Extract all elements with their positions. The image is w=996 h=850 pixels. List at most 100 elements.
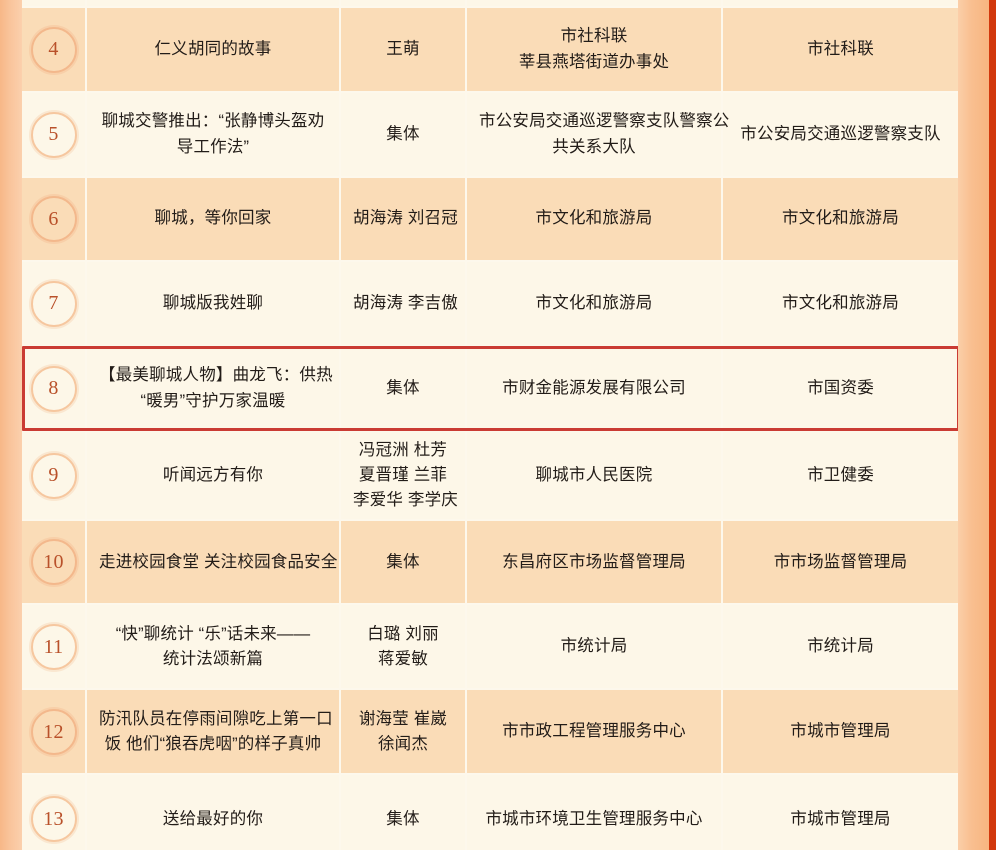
- recommending-unit-cell: 市卫健委: [722, 431, 958, 522]
- row-number-cell: 10: [22, 520, 87, 606]
- text-line: 市文化和旅游局: [535, 293, 653, 312]
- right-red-rule: [989, 0, 996, 850]
- submitting-unit-cell: 市文化和旅游局: [466, 177, 723, 262]
- submitting-unit-cell-text: 市市政工程管理服务中心: [467, 713, 721, 750]
- recommending-unit-cell-text: 市城市管理局: [723, 801, 958, 838]
- row-number-cell: 9: [22, 431, 87, 522]
- author-cell: [340, 0, 467, 8]
- title-cell: 聊城，等你回家: [86, 177, 341, 262]
- author-cell: 王萌: [340, 7, 467, 93]
- text-line: 集体: [386, 809, 420, 828]
- author-cell: 集体: [340, 346, 467, 432]
- submitting-unit-cell: 聊城市人民医院: [466, 431, 723, 522]
- title-cell: 防汛队员在停雨间隙吃上第一口饭 他们“狼吞虎咽”的样子真帅: [86, 689, 341, 776]
- text-line: 市城市环境卫生管理服务中心: [485, 809, 703, 828]
- author-cell-text: 白璐 刘丽 蒋爱敏: [341, 616, 465, 678]
- table-row: 5 聊城交警推出：“张静博头盔劝 导工作法” 集体 市公安局交通巡逻警察支队警察公 共关系…: [22, 92, 958, 178]
- table-row: 6 聊城，等你回家 胡海涛 刘召冠 市文化和旅游局 市文化和旅游局: [22, 177, 958, 262]
- submitting-unit-cell: 市财金能源发展有限公司: [466, 346, 723, 432]
- submitting-unit-cell-text: 市文化和旅游局: [467, 200, 721, 237]
- rank-badge: 9: [30, 452, 77, 499]
- submitting-unit-cell: 市市政工程管理服务中心: [466, 689, 723, 776]
- text-line: 集体: [386, 378, 420, 397]
- text-line: 市公安局交通巡逻警察支队: [740, 124, 941, 143]
- text-line: 市文化和旅游局: [782, 293, 899, 312]
- title-cell-text: 【最美聊城人物】曲龙飞：供热 “暖男”守护万家温暖: [87, 357, 339, 419]
- recommending-unit-cell: 市文化和旅游局: [722, 261, 958, 347]
- recommending-unit-cell-text: 市统计局: [723, 628, 958, 665]
- text-line: 聊城市人民医院: [535, 466, 653, 485]
- text-line: “暖男”守护万家温暖: [140, 391, 286, 410]
- text-line: 导工作法”: [176, 137, 250, 156]
- text-line: 谢海莹 崔崴: [358, 709, 448, 728]
- author-cell-text: 胡海涛 刘召冠: [341, 200, 465, 237]
- recommending-unit-cell: 市市场监督管理局: [722, 520, 958, 606]
- recommending-unit-cell-text: 市公安局交通巡逻警察支队: [723, 116, 958, 153]
- text-line: 市社科联: [807, 39, 874, 58]
- text-line: 冯冠洲 杜芳: [358, 441, 448, 459]
- text-line: 王萌: [386, 39, 420, 58]
- submitting-unit-cell: [466, 0, 723, 8]
- author-cell-text: 集体: [341, 544, 465, 581]
- row-number-cell: 13: [22, 774, 87, 850]
- submitting-unit-cell: 市统计局: [466, 604, 723, 691]
- text-line: 白璐 刘丽: [367, 624, 439, 643]
- author-cell-text: 冯冠洲 杜芳 夏晋瑾 兰菲 李爱华 李学庆: [341, 432, 465, 519]
- submitting-unit-cell-text: 东昌府区市场监督管理局: [467, 544, 721, 581]
- text-line: 市公安局交通巡逻警察支队警察公: [479, 112, 730, 131]
- rank-badge: 6: [30, 196, 77, 242]
- title-cell-text: 听闻远方有你: [87, 457, 339, 494]
- submitting-unit-cell: 东昌府区市场监督管理局: [466, 520, 723, 606]
- row-number-cell: 12: [22, 689, 87, 776]
- table-row: 8 【最美聊城人物】曲龙飞：供热 “暖男”守护万家温暖 集体 市财金能源发展有限公司 市国…: [22, 346, 958, 432]
- text-line: 仁义胡同的故事: [154, 39, 272, 58]
- title-cell: 走进校园食堂 关注校园食品安全: [86, 520, 341, 606]
- title-cell: 送给最好的你: [86, 774, 341, 850]
- recommending-unit-cell-text: 市社科联: [723, 31, 958, 68]
- author-cell: 胡海涛 刘召冠: [340, 177, 467, 262]
- text-line: 莘县燕塔街道办事处: [518, 52, 670, 71]
- author-cell: 集体: [340, 92, 467, 178]
- text-line: 市卫健委: [807, 466, 874, 485]
- text-line: 胡海涛 刘召冠: [353, 209, 458, 228]
- author-cell: 冯冠洲 杜芳 夏晋瑾 兰菲 李爱华 李学庆: [340, 431, 467, 522]
- title-cell: 聊城交警推出：“张静博头盔劝 导工作法”: [86, 92, 341, 178]
- text-line: 聊城版我姓聊: [162, 293, 264, 312]
- text-line: 市市场监督管理局: [773, 552, 908, 571]
- title-cell-text: 走进校园食堂 关注校园食品安全: [87, 544, 339, 581]
- recommending-unit-cell-text: 市文化和旅游局: [723, 200, 958, 237]
- submitting-unit-cell-text: 市城市环境卫生管理服务中心: [467, 801, 721, 838]
- title-cell-text: “快”聊统计 “乐”话未来—— 统计法颂新篇: [87, 616, 339, 678]
- table-viewport: 4 仁义胡同的故事 王萌 市社科联 莘县燕塔街道办事处 市社科联 5 聊城交警推出：“张静博头…: [22, 0, 958, 850]
- title-cell: “快”聊统计 “乐”话未来—— 统计法颂新篇: [86, 604, 341, 691]
- text-line: 聊城，等你回家: [154, 209, 272, 228]
- recommending-unit-cell-text: 市市场监督管理局: [723, 544, 958, 581]
- text-line: 统计法颂新篇: [162, 649, 264, 668]
- text-line: 【最美聊城人物】曲龙飞：供热: [99, 366, 333, 385]
- row-number-cell: [22, 0, 87, 8]
- rank-badge: 4: [30, 26, 77, 73]
- text-line: 蒋爱敏: [377, 649, 429, 668]
- row-number-cell: 8: [22, 346, 87, 432]
- text-line: 市文化和旅游局: [782, 209, 899, 228]
- rank-badge: 8: [30, 365, 77, 412]
- text-line: 市财金能源发展有限公司: [502, 378, 686, 397]
- recommending-unit-cell-text: 市城市管理局: [723, 713, 958, 750]
- author-cell: 集体: [340, 774, 467, 850]
- text-line: 市市政工程管理服务中心: [502, 722, 686, 741]
- submitting-unit-cell-text: 市统计局: [467, 628, 721, 665]
- submitting-unit-cell-text: 市财金能源发展有限公司: [467, 370, 721, 407]
- recommending-unit-cell: 市城市管理局: [722, 774, 958, 850]
- text-line: 防汛队员在停雨间隙吃上第一口: [99, 709, 333, 728]
- row-number-cell: 6: [22, 177, 87, 262]
- rank-badge: 7: [30, 280, 77, 327]
- left-decorative-rail: [0, 0, 22, 850]
- table-row: 7 聊城版我姓聊 胡海涛 李吉傲 市文化和旅游局 市文化和旅游局: [22, 261, 958, 347]
- recommending-unit-cell: 市城市管理局: [722, 689, 958, 776]
- title-cell-text: 防汛队员在停雨间隙吃上第一口饭 他们“狼吞虎咽”的样子真帅: [87, 701, 339, 763]
- text-line: 听闻远方有你: [162, 466, 264, 485]
- text-line: 市统计局: [807, 637, 874, 656]
- table-row: 9 听闻远方有你 冯冠洲 杜芳 夏晋瑾 兰菲 李爱华 李学庆 聊城市人民医院 市卫健委: [22, 431, 958, 522]
- recommending-unit-cell-text: 市文化和旅游局: [723, 285, 958, 322]
- author-cell: 集体: [340, 520, 467, 606]
